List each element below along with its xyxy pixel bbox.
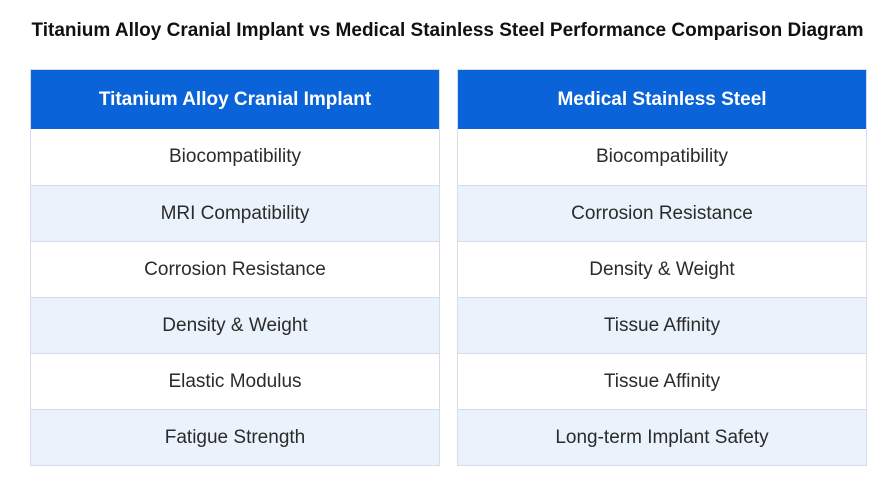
titanium-table-header: Titanium Alloy Cranial Implant [31,70,439,129]
steel-row-corrosion-resistance: Corrosion Resistance [458,185,866,241]
titanium-table: Titanium Alloy Cranial Implant Biocompat… [30,69,440,466]
steel-row-biocompatibility: Biocompatibility [596,146,728,167]
titanium-row-corrosion-resistance: Corrosion Resistance [31,241,439,297]
steel-row-tissue-affinity: Tissue Affinity [458,297,866,353]
steel-row-tissue-affinity-2: Tissue Affinity [458,353,866,409]
page-title: Titanium Alloy Cranial Implant vs Medica… [31,20,864,41]
titanium-row-list: Biocompatibility MRI Compatibility Corro… [31,129,439,465]
steel-row-density-weight: Density & Weight [458,241,866,297]
titanium-row-biocompatibility: Biocompatibility [169,146,301,167]
steel-row-long-term-implant-safety: Long-term Implant Safety [458,409,866,465]
stainless-steel-row-list: Biocompatibility Corrosion Resistance De… [458,129,866,465]
stainless-steel-table-header: Medical Stainless Steel [458,70,866,129]
titanium-row-fatigue-strength: Fatigue Strength [31,409,439,465]
titanium-row-density-weight: Density & Weight [31,297,439,353]
stainless-steel-table: Medical Stainless Steel Biocompatibility… [457,69,867,466]
titanium-row-elastic-modulus: Elastic Modulus [31,353,439,409]
titanium-row-mri-compatibility: MRI Compatibility [31,185,439,241]
